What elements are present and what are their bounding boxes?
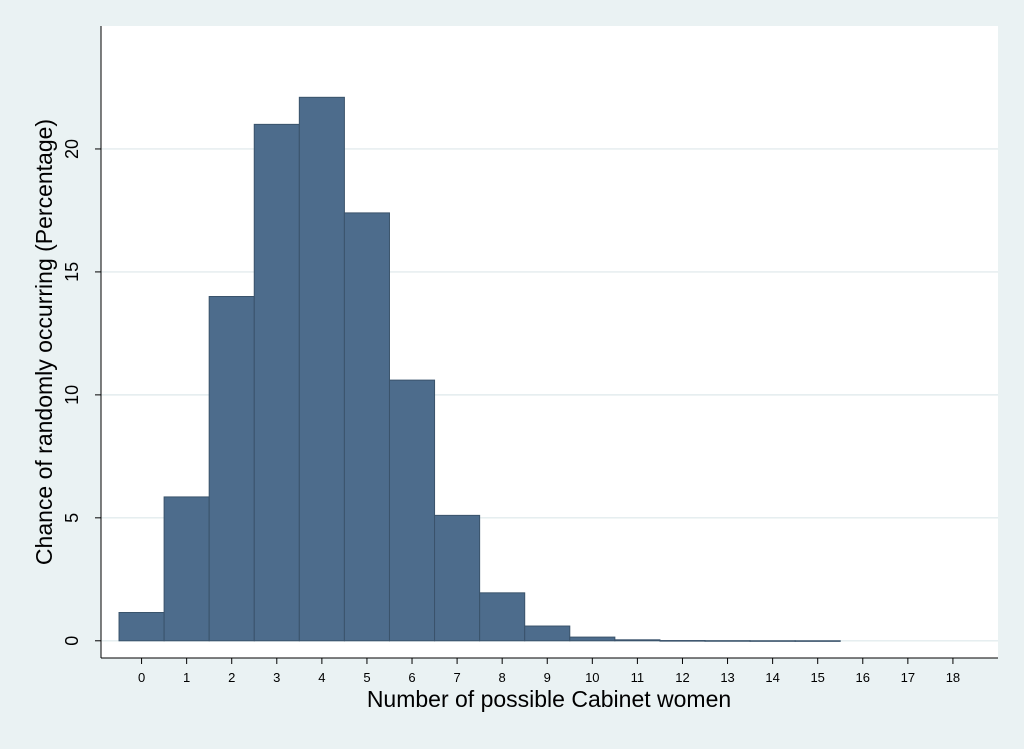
bar-14: [749, 640, 796, 642]
x-tick-label-11: 11: [631, 670, 645, 685]
x-tick-label-7: 7: [453, 670, 460, 685]
x-tick-label-10: 10: [585, 670, 599, 685]
bars: [118, 96, 841, 642]
bar-12: [659, 640, 706, 642]
bar-15: [794, 640, 841, 642]
x-tick-label-18: 18: [946, 670, 960, 685]
bar-5: [343, 212, 390, 642]
x-tick-label-15: 15: [810, 670, 824, 685]
bar-8: [479, 592, 526, 642]
x-tick-label-2: 2: [228, 670, 235, 685]
x-tick-label-8: 8: [499, 670, 506, 685]
x-tick-label-14: 14: [765, 670, 779, 685]
y-tick-label-10: 10: [62, 385, 82, 405]
y-axis-title: Chance of randomly occurring (Percentage…: [31, 119, 57, 565]
bar-10: [569, 636, 616, 642]
x-tick-label-0: 0: [138, 670, 145, 685]
y-tick-label-5: 5: [62, 513, 82, 523]
x-tick-label-9: 9: [544, 670, 551, 685]
x-tick-label-13: 13: [720, 670, 734, 685]
axes: [100, 26, 998, 659]
bar-2: [208, 296, 255, 642]
bar-3: [253, 123, 300, 642]
y-tick-label-15: 15: [62, 262, 82, 282]
bar-4: [298, 96, 345, 642]
x-tick-label-17: 17: [901, 670, 915, 685]
y-tick-label-20: 20: [62, 139, 82, 159]
bar-9: [524, 625, 571, 642]
bar-13: [704, 640, 751, 642]
bar-7: [434, 514, 481, 642]
x-tick-label-16: 16: [856, 670, 870, 685]
bar-0: [118, 612, 165, 642]
bar-11: [614, 639, 661, 642]
y-ticks: 0 5 10 15 20: [62, 139, 101, 646]
x-tick-label-6: 6: [408, 670, 415, 685]
x-tick-label-5: 5: [363, 670, 370, 685]
y-tick-label-0: 0: [62, 636, 82, 646]
x-axis-title: Number of possible Cabinet women: [367, 686, 731, 712]
x-ticks: 0 1 2 3 4 5 6 7 8 9 10 11 12 13 14 15 16 17 18: [138, 658, 960, 685]
x-tick-label-3: 3: [273, 670, 280, 685]
bar-6: [388, 379, 436, 642]
x-tick-label-1: 1: [183, 670, 190, 685]
x-tick-label-4: 4: [318, 670, 325, 685]
bar-1: [163, 496, 210, 642]
x-tick-label-12: 12: [675, 670, 689, 685]
